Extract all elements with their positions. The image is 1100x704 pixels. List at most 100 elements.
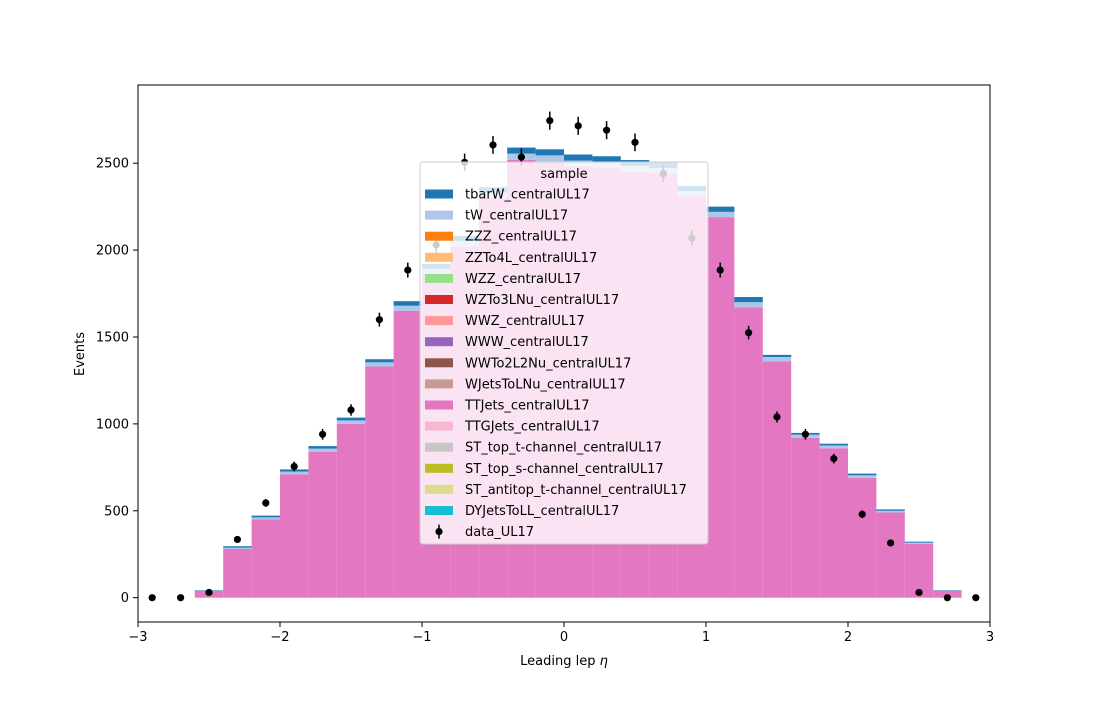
- x-axis-label: Leading lep η: [520, 654, 608, 669]
- data-point-29: [972, 594, 979, 601]
- data-point-22: [773, 413, 780, 420]
- bar-tW_centralUL17-bin-8: [365, 362, 393, 366]
- legend-label: TTJets_centralUL17: [464, 399, 590, 414]
- legend-swatch: [425, 295, 453, 304]
- x-tick-label: −3: [128, 630, 147, 645]
- legend-label: WWZ_centralUL17: [465, 314, 585, 329]
- bar-TTJets_centralUL17-bin-25: [848, 478, 876, 598]
- bar-tW_centralUL17-bin-4: [252, 517, 280, 519]
- bar-tW_centralUL17-bin-6: [308, 449, 336, 452]
- y-tick-label: 500: [104, 504, 129, 519]
- bar-tbarW_centralUL17-bin-27: [905, 542, 933, 543]
- legend-swatch: [425, 358, 453, 367]
- bar-tW_centralUL17-bin-25: [848, 475, 876, 477]
- data-point-2: [205, 589, 212, 596]
- data-point-23: [802, 431, 809, 438]
- data-point-16: [603, 127, 610, 134]
- legend-label: WZTo3LNu_centralUL17: [465, 293, 619, 308]
- y-tick-label: 2500: [96, 157, 129, 172]
- bar-tW_centralUL17-bin-22: [763, 357, 791, 361]
- data-point-14: [546, 117, 553, 124]
- legend-label: ZZZ_centralUL17: [465, 230, 577, 245]
- legend-swatch: [425, 337, 453, 346]
- legend: sample tbarW_centralUL17tW_centralUL17ZZ…: [420, 162, 708, 544]
- legend-label: ST_antitop_t-channel_centralUL17: [465, 483, 687, 498]
- x-tick-label: 0: [560, 630, 568, 645]
- bar-tbarW_centralUL17-bin-7: [337, 418, 365, 421]
- legend-label: WWW_centralUL17: [465, 335, 589, 350]
- bar-TTJets_centralUL17-bin-4: [252, 519, 280, 597]
- legend-label: WJetsToLNu_centralUL17: [465, 377, 626, 392]
- bar-TTJets_centralUL17-bin-3: [223, 549, 251, 598]
- data-point-6: [319, 431, 326, 438]
- bar-tbarW_centralUL17-bin-6: [308, 446, 336, 448]
- data-point-26: [887, 539, 894, 546]
- legend-swatch: [425, 485, 453, 494]
- legend-label: ZZTo4L_centralUL17: [465, 251, 597, 266]
- data-point-4: [262, 499, 269, 506]
- legend-label: DYJetsToLL_centralUL17: [465, 504, 619, 519]
- bar-TTJets_centralUL17-bin-9: [394, 311, 422, 598]
- bar-TTJets_centralUL17-bin-22: [763, 361, 791, 597]
- legend-label: tbarW_centralUL17: [465, 188, 590, 203]
- data-point-25: [859, 511, 866, 518]
- bar-tW_centralUL17-bin-21: [734, 302, 762, 307]
- bar-tbarW_centralUL17-bin-24: [820, 444, 848, 446]
- bar-TTJets_centralUL17-bin-6: [308, 452, 336, 598]
- bar-tbarW_centralUL17-bin-14: [536, 149, 564, 155]
- legend-label: WWTo2L2Nu_centralUL17: [465, 356, 631, 371]
- data-point-15: [575, 122, 582, 129]
- legend-label: WZZ_centralUL17: [465, 272, 581, 287]
- bar-tW_centralUL17-bin-24: [820, 445, 848, 448]
- bar-tW_centralUL17-bin-14: [536, 155, 564, 161]
- bar-tW_centralUL17-bin-20: [706, 212, 734, 217]
- x-tick-label: −1: [412, 630, 431, 645]
- bar-tW_centralUL17-bin-7: [337, 420, 365, 423]
- bar-tW_centralUL17-bin-26: [876, 511, 904, 513]
- bar-tW_centralUL17-bin-27: [905, 543, 933, 544]
- legend-data-marker: [435, 528, 442, 535]
- legend-swatch: [425, 464, 453, 473]
- legend-label: TTGJets_centralUL17: [464, 420, 600, 435]
- legend-swatch: [425, 232, 453, 241]
- legend-label: ST_top_s-channel_centralUL17: [465, 462, 664, 477]
- legend-swatch: [425, 379, 453, 388]
- y-tick-label: 0: [121, 591, 129, 606]
- bar-tbarW_centralUL17-bin-16: [592, 156, 620, 162]
- x-tick-label: 2: [844, 630, 852, 645]
- legend-swatch: [425, 401, 453, 410]
- legend-label: tW_centralUL17: [465, 209, 568, 224]
- data-point-9: [404, 266, 411, 273]
- bar-TTJets_centralUL17-bin-23: [791, 438, 819, 598]
- data-point-0: [149, 594, 156, 601]
- bar-tbarW_centralUL17-bin-15: [564, 155, 592, 161]
- bar-tbarW_centralUL17-bin-3: [223, 546, 251, 547]
- legend-swatch: [425, 253, 453, 262]
- data-point-20: [717, 266, 724, 273]
- legend-swatch: [425, 274, 453, 283]
- legend-swatch: [425, 190, 453, 199]
- data-point-12: [489, 141, 496, 148]
- bar-TTJets_centralUL17-bin-7: [337, 424, 365, 598]
- legend-label: data_UL17: [465, 525, 534, 540]
- legend-swatch: [425, 443, 453, 452]
- bar-tbarW_centralUL17-bin-9: [394, 301, 422, 306]
- data-point-24: [830, 455, 837, 462]
- bar-tbarW_centralUL17-bin-25: [848, 474, 876, 476]
- legend-swatch: [425, 316, 453, 325]
- data-point-27: [915, 589, 922, 596]
- bar-tW_centralUL17-bin-3: [223, 548, 251, 549]
- bar-tW_centralUL17-bin-5: [280, 472, 308, 475]
- data-point-1: [177, 594, 184, 601]
- y-tick-label: 1000: [96, 417, 129, 432]
- bar-tbarW_centralUL17-bin-21: [734, 297, 762, 302]
- data-point-7: [347, 406, 354, 413]
- x-tick-label: 1: [702, 630, 710, 645]
- legend-label: ST_top_t-channel_centralUL17: [465, 441, 662, 456]
- x-tick-label: 3: [986, 630, 994, 645]
- data-point-17: [631, 139, 638, 146]
